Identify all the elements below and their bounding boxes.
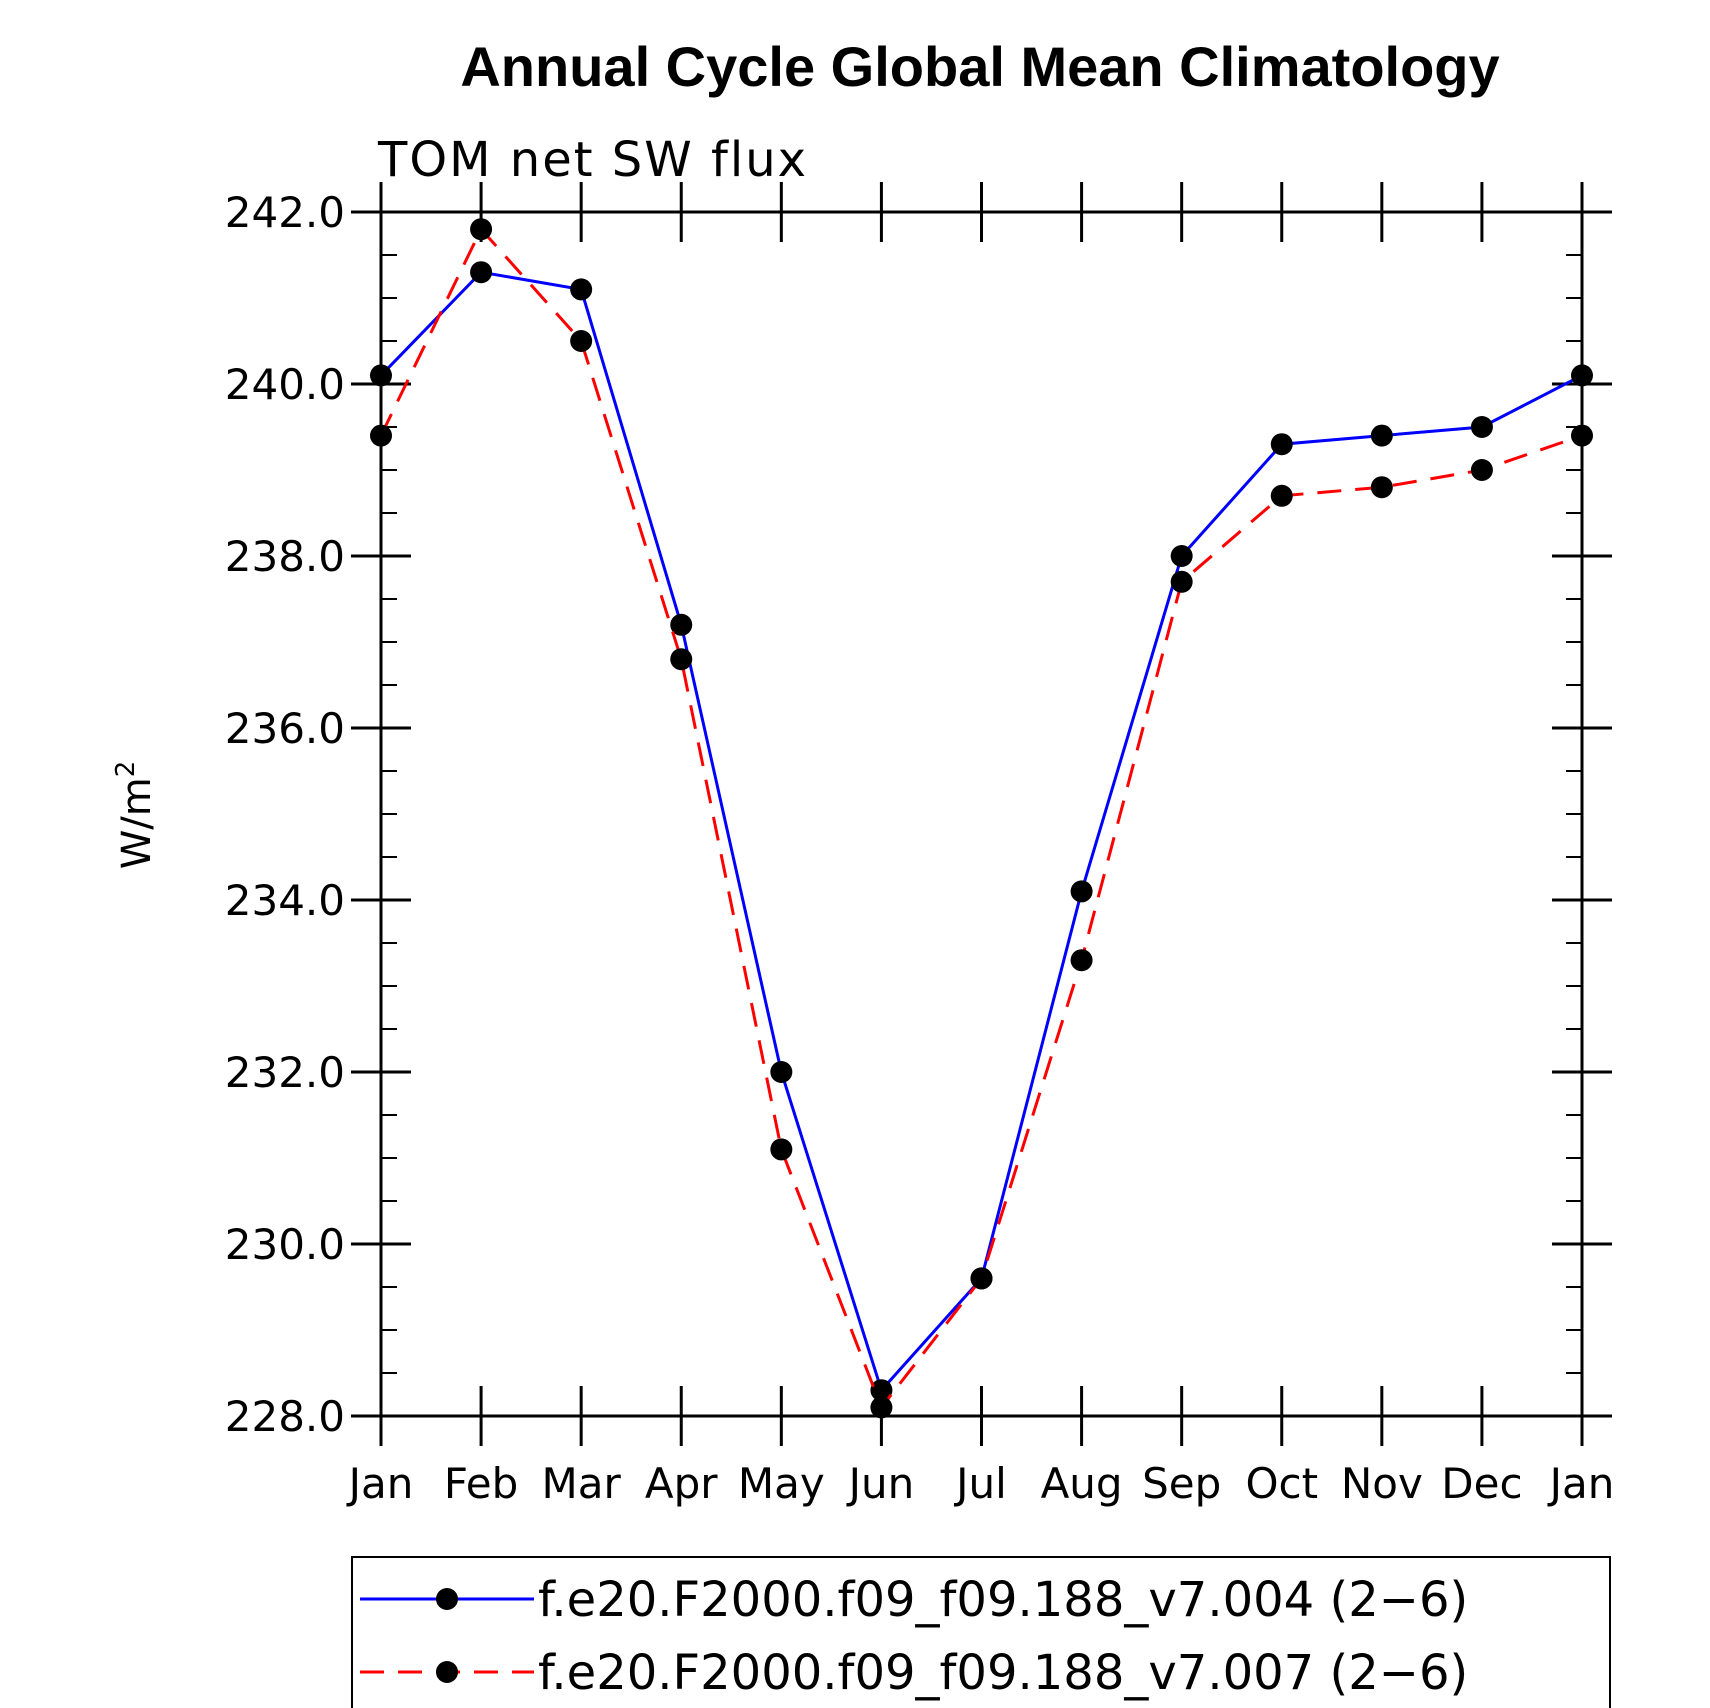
x-tick-label: Apr xyxy=(645,1459,718,1508)
x-tick-label: Dec xyxy=(1441,1459,1522,1508)
series-2-line xyxy=(379,226,1583,1411)
series-1 xyxy=(370,261,1593,1402)
y-tick-label: 232.0 xyxy=(225,1048,345,1097)
series-1-point xyxy=(1370,424,1393,447)
legend-box xyxy=(351,1556,1611,1708)
series-1-point xyxy=(770,1061,793,1083)
series-2-point xyxy=(1470,459,1493,481)
series-2-point xyxy=(370,424,392,447)
series-1-point xyxy=(670,613,693,636)
y-axis-label-superscript: 2 xyxy=(111,761,141,778)
y-tick-label: 236.0 xyxy=(225,704,345,753)
chart-subtitle: TOM net SW flux xyxy=(377,132,808,188)
series-1-point xyxy=(570,278,593,301)
x-tick-label: May xyxy=(738,1459,825,1508)
y-tick-label: 240.0 xyxy=(225,360,345,409)
series-2-point xyxy=(1370,476,1393,499)
series-1-point xyxy=(1170,545,1193,567)
legend: f.e20.F2000.f09_f09.188_v7.004 (2−6) f.e2… xyxy=(351,1556,1611,1708)
x-tick-label: Jan xyxy=(346,1459,414,1508)
series-2-point xyxy=(1070,949,1093,972)
legend-marker-1 xyxy=(436,1588,458,1610)
x-tick-label: Sep xyxy=(1142,1459,1221,1508)
series-1-point xyxy=(1070,880,1093,903)
series-1-point xyxy=(870,1379,893,1402)
y-tick-label: 242.0 xyxy=(225,188,345,237)
x-tick-label: Aug xyxy=(1041,1459,1123,1508)
y-axis-label-unit: W/m xyxy=(114,777,160,869)
plot-frame xyxy=(379,210,1584,1418)
series-2-point xyxy=(970,1267,993,1290)
series-1-point xyxy=(370,364,392,387)
legend-label-2: f.e20.F2000.f09_f09.188_v7.007 (2−6) xyxy=(538,1645,1468,1701)
series-2 xyxy=(370,218,1593,1419)
x-tick-label: Jan xyxy=(1547,1459,1615,1508)
series-2-point xyxy=(770,1138,793,1161)
chart-title: Annual Cycle Global Mean Climatology xyxy=(460,35,1499,98)
series-2-point xyxy=(570,330,593,352)
series-2-point xyxy=(470,218,493,241)
series-1-point xyxy=(1270,433,1293,456)
series-1-line xyxy=(379,270,1583,1394)
y-tick-label: 230.0 xyxy=(225,1220,345,1269)
x-tick-label: Mar xyxy=(542,1459,622,1508)
legend-label-1: f.e20.F2000.f09_f09.188_v7.004 (2−6) xyxy=(538,1572,1468,1628)
x-tick-label: Nov xyxy=(1341,1459,1423,1508)
y-tick-label: 228.0 xyxy=(225,1392,345,1441)
x-tick-label: Feb xyxy=(444,1459,518,1508)
x-tick-label: Jul xyxy=(953,1459,1007,1508)
plot-axes: 228.0 230.0 232.0 234.0 236.0 238.0 240.0 242.0… xyxy=(225,182,1615,1508)
series-2-point xyxy=(670,648,693,671)
series-layer xyxy=(370,218,1593,1419)
series-1-point xyxy=(1470,416,1493,438)
series-2-point xyxy=(1270,484,1293,507)
y-tick-label: 238.0 xyxy=(225,532,345,581)
series-1-point xyxy=(1571,364,1593,387)
series-2-point xyxy=(1571,424,1593,447)
x-tick-label: Oct xyxy=(1245,1459,1318,1508)
x-tick-label: Jun xyxy=(846,1459,915,1508)
y-tick-label: 234.0 xyxy=(225,876,345,925)
y-axis-label: W/m2 xyxy=(111,761,160,870)
series-2-point xyxy=(1170,570,1193,593)
series-2-point xyxy=(870,1396,893,1419)
series-1-point xyxy=(470,261,493,284)
legend-marker-2 xyxy=(436,1661,458,1683)
